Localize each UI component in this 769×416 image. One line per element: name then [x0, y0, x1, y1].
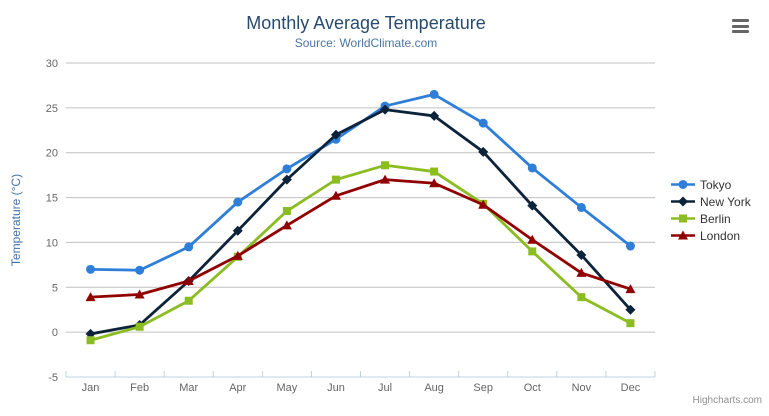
data-point-tokyo[interactable]	[282, 164, 292, 174]
data-point-tokyo[interactable]	[429, 89, 439, 99]
legend-marker-triangle-icon	[671, 230, 695, 240]
series-line-london[interactable]	[89, 178, 632, 299]
data-point-new-york[interactable]	[576, 249, 587, 260]
x-axis-label: May	[276, 382, 297, 394]
legend-item-berlin[interactable]: Berlin	[671, 210, 751, 227]
legend-item-london[interactable]: London	[671, 227, 751, 244]
legend-label: Tokyo	[700, 177, 732, 192]
data-point-tokyo[interactable]	[576, 202, 586, 212]
x-axis-label: Aug	[424, 382, 444, 394]
data-point-new-york[interactable]	[330, 129, 341, 140]
data-point-london[interactable]	[85, 292, 96, 302]
x-axis-label: Jul	[378, 382, 392, 394]
legend-label: Berlin	[700, 211, 731, 226]
data-point-berlin[interactable]	[626, 319, 635, 328]
series-line-berlin[interactable]	[89, 163, 632, 342]
legend-label: New York	[700, 194, 751, 209]
data-point-berlin[interactable]	[577, 293, 586, 302]
y-axis-label: 20	[46, 148, 58, 160]
data-point-new-york[interactable]	[478, 146, 489, 157]
x-axis-label: Jun	[327, 382, 345, 394]
data-point-berlin[interactable]	[282, 207, 291, 216]
data-point-new-york[interactable]	[281, 174, 292, 185]
legend-symbol[interactable]	[678, 180, 688, 189]
legend-marker-diamond-icon	[671, 196, 695, 207]
data-point-london[interactable]	[429, 178, 440, 188]
data-point-tokyo[interactable]	[527, 163, 537, 173]
x-axis-label: Nov	[572, 382, 592, 394]
data-point-london[interactable]	[183, 276, 194, 286]
y-axis-label: 0	[52, 327, 58, 339]
hamburger-icon	[732, 30, 749, 33]
y-axis-title: Temperature (°C)	[9, 173, 23, 267]
hamburger-icon	[732, 19, 749, 22]
y-axis-label: 15	[46, 193, 58, 205]
legend-symbol[interactable]	[679, 214, 687, 223]
data-point-new-york[interactable]	[625, 304, 636, 315]
legend-symbol[interactable]	[678, 196, 688, 207]
chart-title: Monthly Average Temperature	[246, 13, 486, 33]
data-point-berlin[interactable]	[331, 175, 340, 184]
x-axis-label: Oct	[524, 382, 541, 394]
series-line-new-york[interactable]	[89, 108, 632, 336]
x-axis-label: Apr	[229, 382, 246, 394]
data-point-london[interactable]	[380, 174, 391, 184]
x-axis-label: Dec	[621, 382, 641, 394]
data-point-london[interactable]	[625, 284, 636, 294]
data-point-tokyo[interactable]	[184, 242, 194, 252]
data-point-berlin[interactable]	[381, 161, 390, 170]
x-axis-label: Feb	[130, 382, 149, 394]
data-point-berlin[interactable]	[528, 247, 537, 256]
x-axis-label: Sep	[473, 382, 493, 394]
data-point-new-york[interactable]	[429, 110, 440, 121]
y-axis-label: 10	[46, 237, 58, 249]
data-point-berlin[interactable]	[430, 167, 439, 176]
data-point-tokyo[interactable]	[233, 197, 243, 207]
data-point-tokyo[interactable]	[86, 264, 96, 274]
data-point-new-york[interactable]	[380, 104, 391, 115]
data-point-london[interactable]	[478, 199, 489, 209]
legend-item-new-york[interactable]: New York	[671, 193, 751, 210]
data-point-berlin[interactable]	[135, 322, 144, 331]
chart-subtitle: Source: WorldClimate.com	[294, 36, 438, 50]
data-point-berlin[interactable]	[86, 336, 95, 345]
hamburger-icon	[732, 24, 749, 28]
export-menu-button[interactable]	[732, 19, 749, 33]
x-axis-label: Mar	[179, 382, 198, 394]
data-point-berlin[interactable]	[184, 296, 193, 305]
x-axis-label: Jan	[82, 382, 100, 394]
data-point-new-york[interactable]	[232, 225, 243, 236]
legend-marker-square-icon	[671, 214, 695, 223]
credits-link[interactable]: Highcharts.com	[692, 395, 762, 406]
data-point-london[interactable]	[134, 289, 145, 299]
data-point-london[interactable]	[576, 267, 587, 277]
data-point-london[interactable]	[232, 250, 243, 260]
data-point-tokyo[interactable]	[625, 241, 635, 251]
y-axis-label: 30	[46, 58, 58, 70]
data-point-london[interactable]	[281, 220, 292, 230]
y-axis-label: 25	[46, 103, 58, 115]
data-point-new-york[interactable]	[527, 200, 538, 211]
legend-label: London	[700, 228, 741, 243]
data-point-tokyo[interactable]	[478, 118, 488, 128]
data-point-london[interactable]	[330, 190, 341, 200]
legend-marker-circle-icon	[671, 180, 695, 189]
legend-symbol[interactable]	[678, 230, 688, 240]
data-point-london[interactable]	[527, 234, 538, 244]
legend: Tokyo New York Berlin London	[671, 176, 751, 244]
y-axis-label: 5	[52, 282, 58, 294]
data-point-tokyo[interactable]	[135, 265, 145, 275]
y-axis-label: -5	[48, 372, 58, 384]
legend-item-tokyo[interactable]: Tokyo	[671, 176, 751, 193]
